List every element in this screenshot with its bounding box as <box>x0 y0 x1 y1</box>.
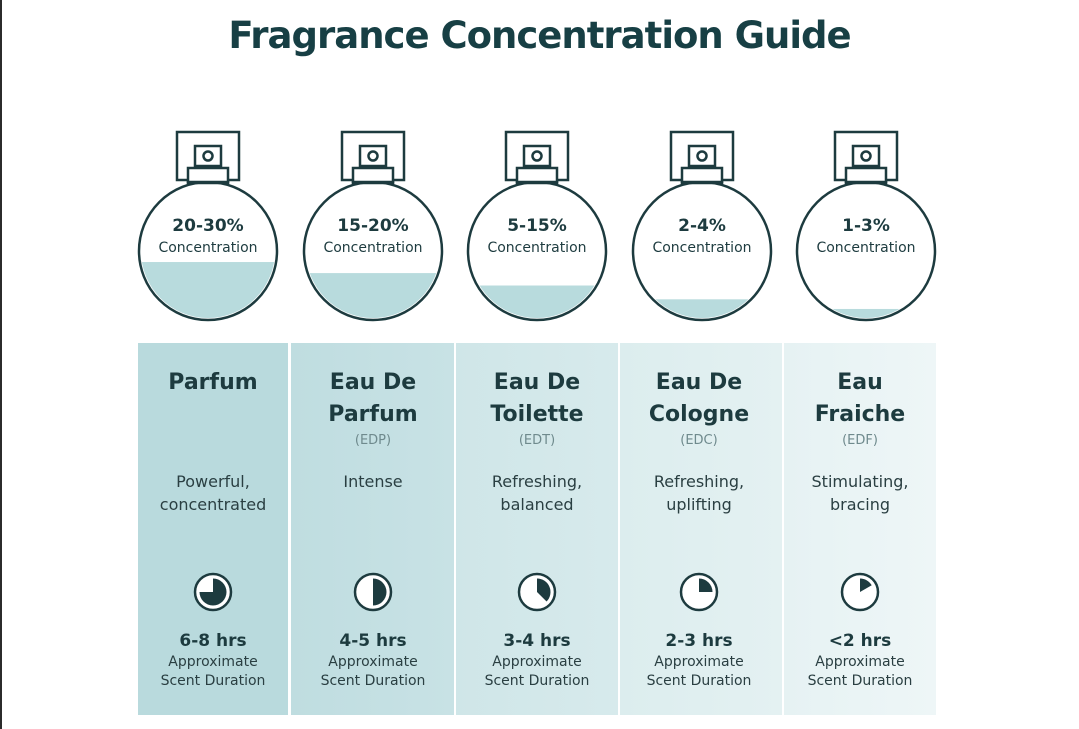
concentration-label: Concentration <box>323 240 423 256</box>
duration-label: Approximate Scent Duration <box>320 654 426 689</box>
bottle-icon <box>466 130 608 322</box>
fragrance-name: Eau Fraiche <box>814 370 906 427</box>
clock-icon <box>353 572 393 612</box>
fragrance-name: Eau De Toilette <box>490 370 584 427</box>
fragrance-description: Intense <box>343 472 403 491</box>
duration-label: Approximate Scent Duration <box>807 654 913 689</box>
duration-label: Approximate Scent Duration <box>484 654 590 689</box>
concentration-percent: 2-4% <box>678 216 726 236</box>
fragrance-description: Refreshing, uplifting <box>653 472 745 514</box>
duration-hours: 2-3 hrs <box>665 631 733 651</box>
bottle-icon <box>795 130 937 322</box>
concentration-label: Concentration <box>816 240 916 256</box>
fragrance-name: Parfum <box>168 370 258 395</box>
page-title: Fragrance Concentration Guide <box>228 14 851 57</box>
concentration-percent: 20-30% <box>172 216 244 236</box>
concentration-label: Concentration <box>158 240 258 256</box>
bottle-parfum: 20-30% Concentration <box>133 130 283 325</box>
bottle-edf: 1-3% Concentration <box>791 130 941 325</box>
clock-icon <box>517 572 557 612</box>
duration-label: Approximate Scent Duration <box>646 654 752 689</box>
liquid-level <box>306 273 440 318</box>
column-edc: Eau De Cologne (EDC) Refreshing, uplifti… <box>620 343 782 715</box>
column-edt: Eau De Toilette (EDT) Refreshing, balanc… <box>456 343 618 715</box>
bottle-icon <box>137 130 279 322</box>
clock-icon <box>840 572 880 612</box>
left-border <box>0 0 2 729</box>
liquid-level <box>141 262 275 318</box>
bottle-icon <box>631 130 773 322</box>
concentration-percent: 1-3% <box>842 216 890 236</box>
fragrance-description: Refreshing, balanced <box>491 472 583 514</box>
concentration-label: Concentration <box>487 240 587 256</box>
duration-hours: <2 hrs <box>828 631 892 651</box>
liquid-level <box>799 308 933 318</box>
fragrance-description: Powerful, concentrated <box>159 472 267 514</box>
clock-icon <box>193 572 233 612</box>
duration-hours: 6-8 hrs <box>179 631 247 651</box>
fragrance-name: Eau De Cologne <box>648 370 750 427</box>
duration-hours: 4-5 hrs <box>339 631 407 651</box>
fragrance-abbr: (EDC) <box>680 433 718 448</box>
fragrance-description: Stimulating, bracing <box>811 472 909 514</box>
concentration-percent: 5-15% <box>507 216 567 236</box>
column-edf: Eau Fraiche (EDF) Stimulating, bracing <… <box>784 343 936 715</box>
clock-icon <box>679 572 719 612</box>
concentration-label: Concentration <box>652 240 752 256</box>
bottle-edt: 5-15% Concentration <box>462 130 612 325</box>
column-edp: Eau De Parfum (EDP) Intense 4-5 hrs Appr… <box>291 343 454 715</box>
column-parfum: Parfum Powerful, concentrated 6-8 hrs Ap… <box>138 343 288 715</box>
fragrance-abbr: (EDP) <box>354 433 392 448</box>
duration-hours: 3-4 hrs <box>503 631 571 651</box>
bottle-edp: 15-20% Concentration <box>298 130 448 325</box>
fragrance-abbr: (EDT) <box>518 433 556 448</box>
bottle-icon <box>302 130 444 322</box>
fragrance-name: Eau De Parfum <box>328 370 418 427</box>
concentration-percent: 15-20% <box>337 216 409 236</box>
fragrance-abbr: (EDF) <box>842 433 878 448</box>
duration-label: Approximate Scent Duration <box>160 654 266 689</box>
bottle-edc: 2-4% Concentration <box>627 130 777 325</box>
